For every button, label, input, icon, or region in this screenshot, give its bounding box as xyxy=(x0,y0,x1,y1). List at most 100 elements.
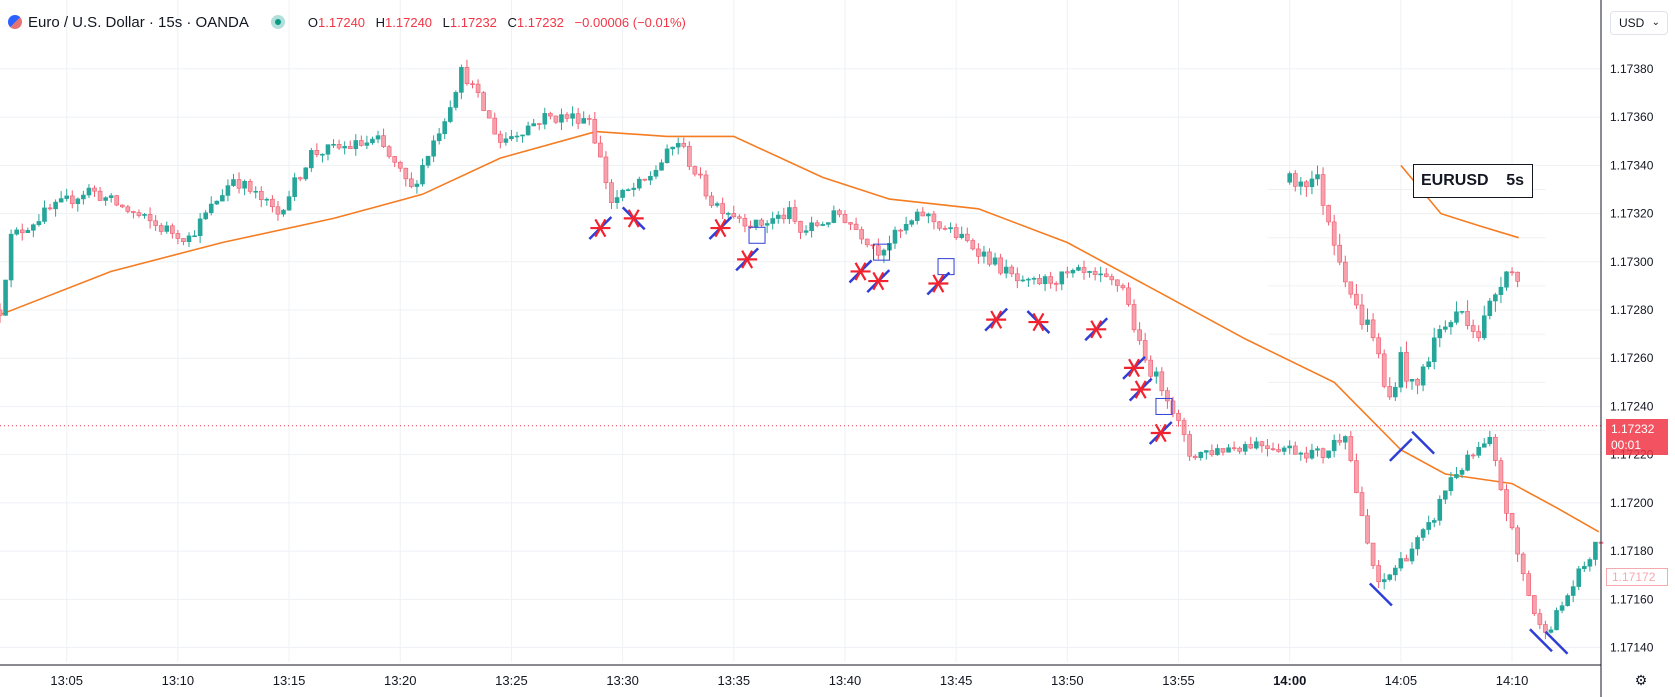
candle-body xyxy=(1009,266,1015,275)
candle-body xyxy=(881,249,887,256)
price-tick-label: 1.17200 xyxy=(1610,496,1654,510)
inset-candle-body xyxy=(1359,304,1365,325)
inset-candle-body xyxy=(1365,319,1370,325)
candle-body xyxy=(1587,559,1593,567)
annotation-asterisk xyxy=(1134,380,1147,399)
candle-body xyxy=(203,212,208,220)
candle-body xyxy=(1370,542,1376,566)
candle-body xyxy=(231,179,236,186)
currency-selector[interactable]: USD ⌄ xyxy=(1610,11,1668,35)
high-label: H xyxy=(375,14,386,30)
candle-body xyxy=(1342,436,1348,443)
candle-body xyxy=(998,257,1003,274)
candle-body xyxy=(1165,390,1170,402)
candle-body xyxy=(436,133,442,142)
annotation-box xyxy=(1155,397,1173,415)
candle-body xyxy=(108,195,114,198)
candle-body xyxy=(514,135,520,138)
currency-value: USD xyxy=(1619,16,1645,30)
candle-body xyxy=(987,251,992,265)
candle-body xyxy=(1092,271,1098,275)
market-open-dot-icon[interactable] xyxy=(270,15,285,29)
inset-candle-body xyxy=(1404,352,1409,382)
last-price-value: 1.17232 xyxy=(1611,422,1655,436)
candle-body xyxy=(1265,445,1270,449)
candle-body xyxy=(1065,271,1070,274)
candle-body xyxy=(147,214,153,222)
candle-body xyxy=(803,230,809,233)
candle-body xyxy=(1076,267,1081,271)
candle-body xyxy=(1126,287,1131,305)
candle-body xyxy=(1565,595,1570,606)
currency-pair-icon[interactable] xyxy=(8,15,22,29)
candle-body xyxy=(1481,443,1487,448)
candle-body xyxy=(1176,413,1181,421)
candle-body xyxy=(492,117,498,135)
candle-body xyxy=(414,183,420,187)
candle-body xyxy=(1304,452,1309,459)
watermark-symbol: EURUSD xyxy=(1421,172,1489,189)
candle-body xyxy=(31,224,36,231)
candle-body xyxy=(892,229,898,244)
candle-body xyxy=(53,201,58,210)
candle-body xyxy=(170,225,175,234)
candle-body xyxy=(1354,460,1359,493)
candle-body xyxy=(459,67,464,93)
candle-body xyxy=(114,195,120,206)
candle-body xyxy=(1031,278,1037,280)
open-value: 1.17240 xyxy=(318,14,366,30)
candle-body xyxy=(670,146,675,150)
candle-body xyxy=(920,211,926,217)
candle-body xyxy=(258,190,264,201)
candle-body xyxy=(1003,266,1009,274)
candle-body xyxy=(253,190,259,193)
candle-body xyxy=(214,200,220,205)
candle-body xyxy=(142,214,147,216)
price-tick-label: 1.17160 xyxy=(1610,592,1654,606)
candle-body xyxy=(158,225,164,232)
candle-body xyxy=(1153,371,1159,377)
close-label: C xyxy=(507,14,517,30)
time-tick-label: 13:10 xyxy=(162,673,195,688)
candle-body xyxy=(225,185,231,196)
time-tick-label: 13:40 xyxy=(829,673,862,688)
candle-body xyxy=(1559,605,1565,611)
time-tick-label: 13:05 xyxy=(50,673,83,688)
inset-candle-body xyxy=(1481,315,1487,339)
candle-body xyxy=(1270,448,1276,450)
time-tick-label: 13:50 xyxy=(1051,673,1084,688)
candle-body xyxy=(1415,537,1420,550)
candle-body xyxy=(781,214,787,220)
inset-candle-body xyxy=(1504,271,1509,288)
candle-body xyxy=(1493,436,1498,461)
symbol-title[interactable]: Euro / U.S. Dollar · 15s · OANDA xyxy=(28,13,249,31)
candle-body xyxy=(325,144,331,155)
candle-body xyxy=(47,207,53,210)
candle-body xyxy=(314,150,320,155)
candle-body xyxy=(347,146,353,150)
candle-body xyxy=(342,146,347,149)
candle-body xyxy=(976,248,981,257)
candle-body xyxy=(1098,273,1103,276)
inset-candle-body xyxy=(1326,205,1331,223)
gear-icon[interactable]: ⚙ xyxy=(1634,672,1648,688)
inset-candle-body xyxy=(1337,244,1343,263)
high-value: 1.17240 xyxy=(385,14,433,30)
chevron-down-icon: ⌄ xyxy=(1651,17,1660,28)
candle-body xyxy=(659,162,664,171)
candle-body xyxy=(475,83,481,93)
candle-body xyxy=(1398,558,1404,569)
candle-body xyxy=(303,167,309,180)
candle-body xyxy=(297,177,303,180)
candle-body xyxy=(1531,595,1537,614)
candle-body xyxy=(1543,624,1548,633)
ghost-price-value: 1.17172 xyxy=(1612,570,1656,584)
annotation-asterisk xyxy=(1154,423,1167,443)
candle-body xyxy=(1215,448,1220,456)
candle-body xyxy=(25,229,31,234)
candle-body xyxy=(914,211,920,221)
candle-body xyxy=(598,142,603,158)
candle-body xyxy=(1242,444,1248,452)
candle-body xyxy=(359,140,364,146)
